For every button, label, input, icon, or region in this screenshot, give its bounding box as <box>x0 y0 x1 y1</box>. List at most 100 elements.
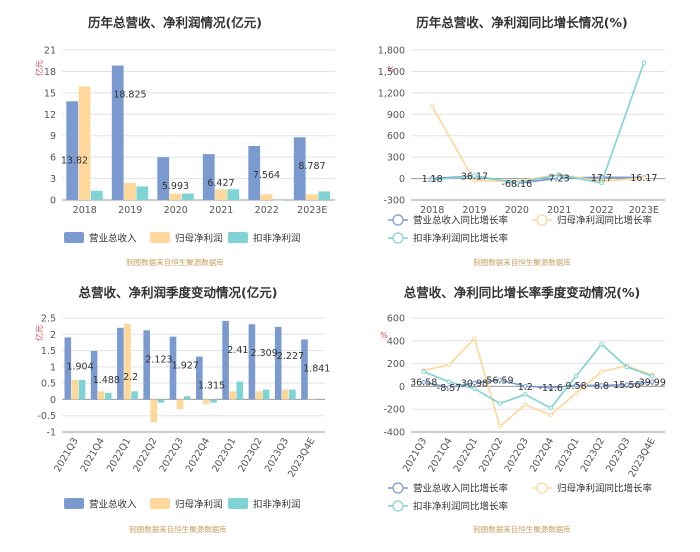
bar-扣非净利润 <box>181 193 194 200</box>
data-label: 2.309 <box>251 348 278 359</box>
bar-营业总收入 <box>64 337 72 400</box>
y-tick-label: -0.5 <box>37 411 56 422</box>
x-tick-label: 2021 <box>209 205 233 216</box>
data-label: 7.564 <box>253 170 280 181</box>
x-tick-label: 2021 <box>547 205 571 216</box>
point-归母净利润同比增长率 <box>641 175 647 181</box>
y-tick-label: 300 <box>387 153 405 164</box>
point-扣非净利润同比增长率 <box>556 172 562 178</box>
bar-归母净利润 <box>124 323 131 400</box>
legend-label: 扣非净利润 <box>253 499 301 511</box>
data-label: 15.56 <box>613 380 640 391</box>
chart-title: 历年总营收、净利润情况(亿元) <box>88 15 262 30</box>
bar-归母净利润 <box>281 389 289 400</box>
data-label: 39.99 <box>639 377 666 388</box>
bar-归母净利润 <box>306 194 318 200</box>
point-扣非净利润同比增长率 <box>573 373 579 379</box>
point-扣非净利润同比增长率 <box>472 386 477 391</box>
x-tick-label: 2022Q3 <box>503 436 531 474</box>
y-tick-label: 1 <box>50 362 56 373</box>
plot-area: -300 0 300 600 900 1,200 1,500 1,800 2018 2019 202… <box>378 46 665 216</box>
point-扣非净利润同比增长率 <box>650 373 655 379</box>
bar-归母净利润 <box>150 399 158 423</box>
y-tick-label: 6 <box>50 153 56 164</box>
bar-营业总收入 <box>202 154 215 200</box>
point-归母净利润同比增长率 <box>472 178 477 184</box>
point-归母净利润同比增长率 <box>472 336 477 341</box>
x-tick-label: 2022Q1 <box>452 436 480 474</box>
bar-归母净利润 <box>169 193 182 200</box>
plot-area: 0 3 6 9 12 15 18 21 2018 2019 2020 2021 2022 2023E 13.… <box>44 46 335 216</box>
bar-扣非净利润 <box>183 396 191 400</box>
x-tick-label: 2018 <box>420 205 444 216</box>
y-axis-unit: 亿元 <box>34 60 44 76</box>
bar-归母净利润 <box>260 194 273 200</box>
y-tick-label: 2.5 <box>41 314 56 325</box>
legend-label: 归母净利润同比增长率 <box>557 483 653 495</box>
data-label: 16.17 <box>630 173 657 184</box>
data-label: 18.825 <box>113 90 146 101</box>
legend-label: 营业总收入同比增长率 <box>413 483 509 495</box>
point-营业总收入同比增长率 <box>523 383 528 389</box>
series-line-归母净利润同比增长率 <box>423 336 653 428</box>
y-tick-label: 1,200 <box>378 88 405 99</box>
bar-归母净利润 <box>203 399 210 405</box>
chart-annual-revenue-profit: 历年总营收、净利润情况(亿元) 亿元 0 3 6 9 12 15 18 21 2018 2019 2… <box>34 15 335 267</box>
x-tick-label: 2022 <box>589 205 613 216</box>
data-label: 1.2 <box>518 382 533 393</box>
point-营业总收入同比增长率 <box>446 385 452 390</box>
bar-扣非净利润 <box>157 399 165 403</box>
bar-营业总收入 <box>169 336 177 400</box>
data-label: 8.787 <box>298 161 325 172</box>
point-营业总收入同比增长率 <box>650 379 655 385</box>
bar-营业总收入 <box>90 350 98 400</box>
x-tick-label: 2022Q4 <box>184 436 212 474</box>
point-归母净利润同比增长率 <box>573 390 579 396</box>
x-tick-label: 2021Q3 <box>52 436 80 474</box>
data-label: 2.41 <box>227 345 248 356</box>
bar-营业总收入 <box>157 157 170 200</box>
y-axis-unit: % <box>380 331 388 340</box>
data-label: 36.58 <box>410 378 437 389</box>
x-tick-label: 2023Q2 <box>579 436 607 474</box>
plot-area: -400-20002004006002021Q32021Q42022Q12022… <box>383 314 665 480</box>
bar-营业总收入 <box>143 330 150 400</box>
point-扣非净利润同比增长率 <box>599 341 604 347</box>
plot-area: -1-0.500.511.522.52021Q32021Q42022Q12022… <box>37 314 330 480</box>
y-tick-label: -400 <box>383 428 405 439</box>
bar-扣非净利润 <box>236 381 244 400</box>
point-营业总收入同比增长率 <box>548 385 554 391</box>
legend-swatch <box>150 498 170 509</box>
bar-归母净利润 <box>78 86 91 200</box>
x-tick-label: 2023Q3 <box>604 436 632 474</box>
bar-归母净利润 <box>215 189 227 200</box>
legend-label: 扣非净利润同比增长率 <box>413 233 509 245</box>
x-tick-label: 2023Q3 <box>263 436 291 474</box>
data-label: 2.227 <box>277 351 304 362</box>
legend-marker <box>392 482 404 494</box>
legend: 营业总收入 归母净利润 扣非净利润 <box>64 232 301 245</box>
x-tick-label: 2018 <box>73 205 97 216</box>
bar-营业总收入 <box>274 326 282 400</box>
y-tick-label: 900 <box>387 110 405 121</box>
bar-归母净利润 <box>255 391 263 400</box>
legend-marker <box>392 214 404 226</box>
data-source-note: 制图数据来自恒生聚源数据库 <box>126 257 224 267</box>
point-扣非净利润同比增长率 <box>472 173 477 179</box>
chart-title: 总营收、净利同比增长率季度变动情况(%) <box>404 285 640 300</box>
chart-quarterly-growth-rate: 总营收、净利同比增长率季度变动情况(%) % -400 -200 0 200 400 60… <box>380 285 666 534</box>
x-tick-label: 2023E <box>629 205 659 216</box>
y-tick-label: 0 <box>50 196 56 207</box>
y-tick-label: -300 <box>383 196 405 207</box>
x-tick-label: 2022Q1 <box>105 436 133 474</box>
point-扣非净利润同比增长率 <box>599 180 604 186</box>
point-营业总收入同比增长率 <box>599 383 604 388</box>
y-tick-label: 1.5 <box>41 346 56 357</box>
x-tick-label: 2023E <box>297 205 327 216</box>
point-扣非净利润同比增长率 <box>523 392 528 397</box>
bar-归母净利润 <box>229 391 237 400</box>
y-tick-label: 3 <box>50 174 56 185</box>
legend-label: 归母净利润 <box>175 499 223 511</box>
